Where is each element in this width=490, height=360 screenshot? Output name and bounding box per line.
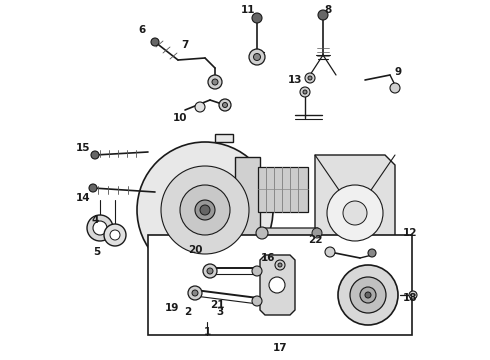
Circle shape — [91, 151, 99, 159]
Circle shape — [212, 79, 218, 85]
Circle shape — [360, 287, 376, 303]
Circle shape — [338, 265, 398, 325]
Text: 13: 13 — [288, 75, 302, 85]
Circle shape — [253, 54, 261, 60]
Circle shape — [200, 205, 210, 215]
Circle shape — [195, 102, 205, 112]
Circle shape — [350, 277, 386, 313]
Text: 12: 12 — [403, 228, 417, 238]
Text: 7: 7 — [181, 40, 189, 50]
Circle shape — [390, 83, 400, 93]
Text: 6: 6 — [138, 25, 146, 35]
Circle shape — [203, 264, 217, 278]
Bar — [148, 235, 412, 335]
Circle shape — [269, 277, 285, 293]
Circle shape — [161, 166, 249, 254]
Circle shape — [303, 90, 307, 94]
Circle shape — [327, 185, 383, 241]
Circle shape — [325, 247, 335, 257]
Circle shape — [278, 263, 282, 267]
Polygon shape — [215, 278, 233, 286]
Circle shape — [256, 227, 268, 239]
Circle shape — [312, 228, 322, 238]
Text: 20: 20 — [188, 245, 202, 255]
Text: 15: 15 — [76, 143, 90, 153]
Circle shape — [249, 49, 265, 65]
Polygon shape — [315, 155, 395, 272]
Circle shape — [300, 87, 310, 97]
Circle shape — [305, 73, 315, 83]
Text: 21: 21 — [210, 300, 224, 310]
Circle shape — [207, 268, 213, 274]
Text: 16: 16 — [261, 253, 275, 263]
Circle shape — [318, 10, 328, 20]
Text: 14: 14 — [75, 193, 90, 203]
Text: 22: 22 — [308, 235, 322, 245]
Bar — [258, 167, 308, 212]
Circle shape — [188, 286, 202, 300]
Circle shape — [219, 99, 231, 111]
Circle shape — [343, 201, 367, 225]
Circle shape — [87, 215, 113, 241]
Circle shape — [110, 230, 120, 240]
Text: 3: 3 — [217, 307, 223, 317]
Circle shape — [151, 38, 159, 46]
Text: 5: 5 — [94, 247, 100, 257]
Circle shape — [208, 75, 222, 89]
Circle shape — [275, 260, 285, 270]
Circle shape — [93, 221, 107, 235]
Circle shape — [104, 224, 126, 246]
Text: 9: 9 — [394, 67, 402, 77]
Circle shape — [368, 249, 376, 257]
Circle shape — [222, 103, 227, 108]
Polygon shape — [260, 255, 295, 315]
Text: 2: 2 — [184, 307, 192, 317]
Circle shape — [137, 142, 273, 278]
Circle shape — [89, 184, 97, 192]
Text: 4: 4 — [91, 215, 98, 225]
Text: 1: 1 — [203, 327, 211, 337]
Text: 11: 11 — [241, 5, 255, 15]
Circle shape — [252, 296, 262, 306]
Circle shape — [252, 13, 262, 23]
Circle shape — [252, 266, 262, 276]
Text: 19: 19 — [165, 303, 179, 313]
Circle shape — [409, 291, 417, 299]
Circle shape — [365, 292, 371, 298]
Text: 10: 10 — [173, 113, 187, 123]
Text: 8: 8 — [324, 5, 332, 15]
Polygon shape — [235, 157, 260, 263]
Polygon shape — [260, 228, 320, 238]
Text: 17: 17 — [273, 343, 287, 353]
Circle shape — [180, 185, 230, 235]
Polygon shape — [215, 134, 233, 142]
Circle shape — [195, 200, 215, 220]
Text: 18: 18 — [403, 293, 417, 303]
Circle shape — [308, 76, 312, 80]
Circle shape — [192, 290, 198, 296]
